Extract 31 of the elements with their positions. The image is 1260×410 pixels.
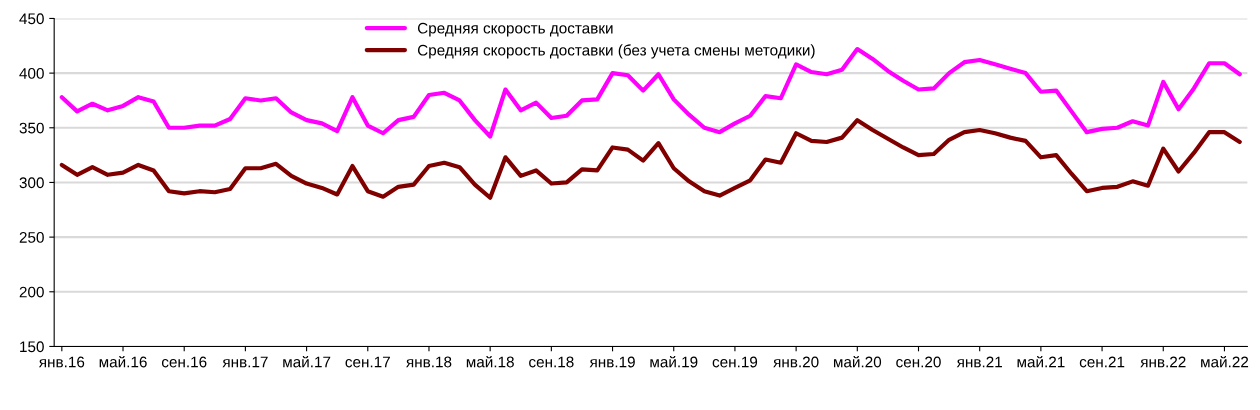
x-tick-label: май.21: [1017, 355, 1065, 368]
x-tick-label: янв.21: [956, 356, 1002, 368]
x-tick-label: янв.22: [1140, 356, 1186, 368]
x-tick-label: сен.16: [161, 356, 207, 368]
x-tick-label: сен.21: [1079, 356, 1125, 368]
x-tick-label: май.20: [833, 355, 882, 368]
x-tick-label: сен.18: [529, 356, 574, 368]
y-tick-label: 200: [19, 286, 44, 298]
x-tick-label: май.17: [283, 355, 331, 368]
line-series: [59, 46, 1242, 139]
x-tick-label: янв.20: [773, 356, 819, 368]
y-tick-label: 450: [19, 13, 44, 25]
legend-label: Средняя скорость доставки: [417, 22, 613, 37]
x-tick-label: янв.16: [38, 356, 85, 368]
x-tick-label: май.22: [1201, 355, 1249, 368]
x-tick-label: май.18: [466, 355, 514, 368]
x-tick-label: сен.17: [345, 356, 390, 368]
x-tick-label: май.16: [99, 355, 147, 368]
x-tick-label: янв.17: [222, 356, 268, 368]
y-tick-label: 150: [20, 341, 44, 353]
x-tick-label: янв.19: [589, 356, 635, 368]
x-tick-label: сен.20: [896, 356, 941, 368]
y-tick-label: 250: [19, 231, 44, 243]
y-tick-label: 350: [19, 122, 44, 134]
x-tick-label: май.19: [650, 355, 698, 368]
y-tick-label: 400: [19, 67, 44, 79]
line-series: [59, 118, 1242, 200]
x-tick-label: янв.18: [406, 356, 452, 368]
y-tick-label: 300: [19, 177, 44, 189]
legend-label: Средняя скорость доставки (без учета смены методики): [417, 44, 815, 59]
x-tick-label: сен.19: [712, 356, 758, 368]
